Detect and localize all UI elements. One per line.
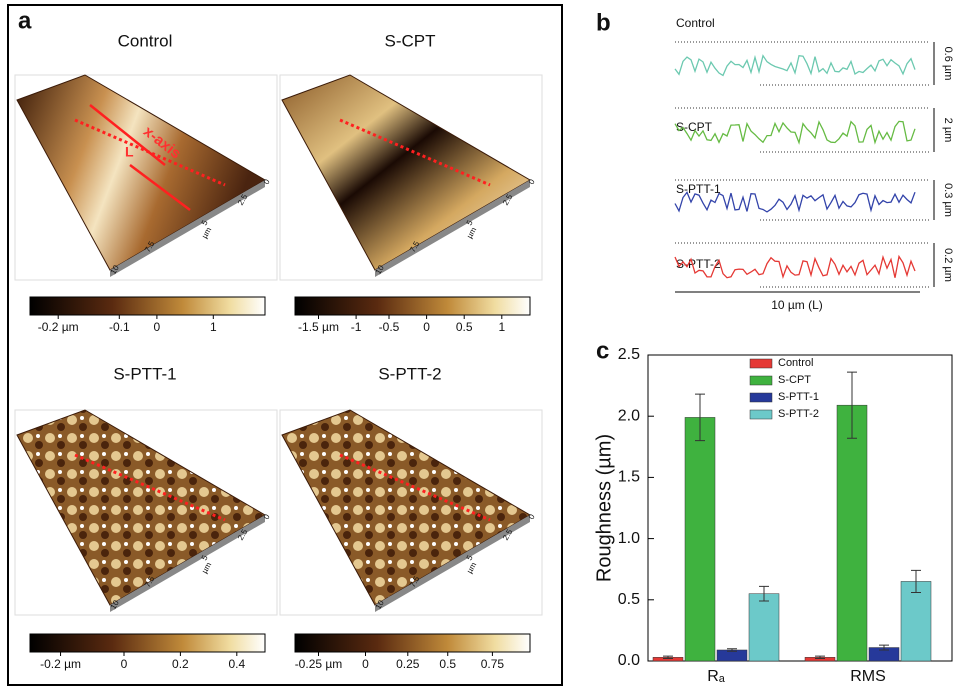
- bar: [901, 581, 931, 661]
- image-title: S-PTT-1: [113, 364, 176, 383]
- panel-letter: b: [596, 9, 611, 36]
- colorbar-tick-label: 0.25: [396, 657, 420, 671]
- range-label: 0.6 µm: [942, 47, 954, 81]
- colorbar-tick-label: 0.75: [481, 657, 505, 671]
- y-tick-label: 0.0: [618, 652, 640, 669]
- colorbar-tick-label: 1: [210, 320, 217, 334]
- colorbar-tick-label: 0: [121, 657, 128, 671]
- colorbar-tick-label: 0: [423, 320, 430, 334]
- colorbar-tick-label: -1.5 µm: [298, 320, 339, 334]
- legend-label: S-PTT-1: [778, 391, 819, 403]
- y-tick-label: 2.0: [618, 407, 640, 424]
- range-label: 2 µm: [942, 118, 954, 143]
- legend-swatch: [750, 376, 772, 385]
- colorbar-tick-label: -1: [351, 320, 362, 334]
- legend-label: S-PTT-2: [778, 408, 819, 420]
- colorbar-tick-label: 0.4: [228, 657, 245, 671]
- colorbar-tick-label: 1: [498, 320, 505, 334]
- colorbar: [295, 297, 530, 315]
- bar: [685, 417, 715, 661]
- colorbar-tick-label: 0.5: [439, 657, 456, 671]
- legend-label: S-CPT: [778, 374, 811, 386]
- y-tick-label: 1.5: [618, 469, 640, 486]
- colorbar-tick-label: -0.5: [379, 320, 400, 334]
- y-axis-label: Roughness (µm): [593, 434, 615, 582]
- y-tick-label: 0.5: [618, 591, 640, 608]
- colorbar-tick-label: 0: [154, 320, 161, 334]
- bar: [749, 594, 779, 661]
- colorbar-tick-label: 0.2: [172, 657, 189, 671]
- colorbar: [295, 634, 530, 652]
- colorbar: [30, 634, 265, 652]
- figure: a Control107.55µm2.50x-axisL-0.2 µm-0.10…: [0, 0, 962, 687]
- y-tick-label: 2.5: [618, 346, 640, 363]
- colorbar-tick-label: -0.1: [109, 320, 130, 334]
- colorbar-tick-label: -0.2 µm: [40, 657, 81, 671]
- panel-c: c 0.0 0.5 1.0 1.5 2.0 2.5 Roughness (µm) Rₐ RMS C…: [593, 337, 952, 685]
- scale-label: 10 µm (L): [771, 298, 823, 312]
- x-tick-label: RMS: [850, 668, 886, 685]
- colorbar-tick-label: 0: [362, 657, 369, 671]
- range-label: 0.2 µm: [942, 248, 954, 282]
- colorbar: [30, 297, 265, 315]
- colorbar-tick-label: 0.5: [456, 320, 473, 334]
- panel-letter: a: [18, 7, 32, 34]
- annotation: L: [125, 144, 134, 160]
- bar: [837, 405, 867, 661]
- y-tick-label: 1.0: [618, 530, 640, 547]
- colorbar-tick-label: -0.2 µm: [38, 320, 79, 334]
- legend-swatch: [750, 359, 772, 368]
- legend-label: Control: [778, 357, 813, 369]
- image-title: S-CPT: [385, 31, 436, 50]
- legend-swatch: [750, 393, 772, 402]
- x-tick-label: Rₐ: [707, 668, 726, 685]
- image-title: Control: [118, 31, 173, 50]
- profile-name: Control: [676, 16, 715, 30]
- panel-letter: c: [596, 337, 609, 364]
- range-label: 0.3 µm: [942, 183, 954, 217]
- legend-swatch: [750, 410, 772, 419]
- profile-name: S-PTT-1: [676, 182, 721, 196]
- image-title: S-PTT-2: [378, 364, 441, 383]
- height-profile: [675, 56, 915, 76]
- colorbar-tick-label: -0.25 µm: [295, 657, 343, 671]
